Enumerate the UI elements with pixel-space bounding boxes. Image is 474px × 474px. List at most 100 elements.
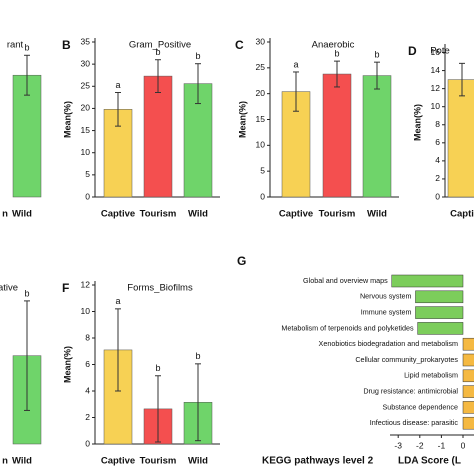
- y-tick-label: 10: [81, 147, 91, 157]
- chart-title: Gram_Positive: [129, 40, 191, 51]
- y-tick-label: 10: [81, 306, 91, 316]
- category-label: Cellular community_prokaryotes: [355, 355, 458, 364]
- x-tick-label: Captive: [101, 209, 135, 220]
- x-tick-label: n: [2, 209, 8, 220]
- x-tick-label: 0: [461, 440, 466, 450]
- panel-letter: G: [237, 254, 246, 268]
- significance-letter: b: [374, 50, 379, 60]
- y-tick-label: 10: [256, 140, 266, 150]
- y-tick-label: 0: [85, 191, 90, 201]
- bar: [322, 73, 352, 198]
- y-tick-label: 30: [81, 58, 91, 68]
- significance-letter: b: [24, 43, 29, 53]
- significance-letter: a: [115, 80, 120, 90]
- x-tick-label: -3: [394, 440, 402, 450]
- category-label: Nervous system: [360, 292, 412, 301]
- significance-letter: a: [115, 296, 120, 306]
- y-tick-label: 0: [260, 191, 265, 201]
- significance-letter: b: [195, 351, 200, 361]
- chart-title: Pote: [430, 46, 450, 57]
- bar: [462, 369, 474, 383]
- x-tick-label: Wild: [12, 456, 32, 467]
- y-tick-label: 8: [435, 119, 440, 129]
- x-tick-label: -2: [416, 440, 424, 450]
- x-tick-label: Wild: [188, 456, 208, 467]
- y-tick-label: 8: [85, 332, 90, 342]
- category-label: Global and overview maps: [303, 276, 388, 285]
- y-tick-label: 12: [431, 83, 441, 93]
- chart-title: rant: [7, 40, 24, 51]
- significance-letter: b: [155, 47, 160, 57]
- bar: [362, 75, 392, 198]
- y-tick-label: 4: [435, 155, 440, 165]
- x-tick-label: Captive: [279, 209, 313, 220]
- y-tick-label: 25: [81, 81, 91, 91]
- y-tick-label: 14: [431, 65, 441, 75]
- y-tick-label: 0: [85, 438, 90, 448]
- y-tick-label: 20: [256, 88, 266, 98]
- bar: [143, 75, 173, 198]
- significance-letter: b: [155, 363, 160, 373]
- significance-letter: a: [293, 59, 298, 69]
- y-tick-label: 30: [256, 36, 266, 46]
- significance-letter: b: [334, 48, 339, 58]
- chart-title: ative: [0, 283, 18, 294]
- x-axis-label: LDA Score (L: [398, 456, 461, 467]
- panel-letter: B: [62, 38, 71, 52]
- x-tick-label: n: [2, 456, 8, 467]
- y-tick-label: 6: [435, 137, 440, 147]
- y-tick-label: 20: [81, 103, 91, 113]
- x-tick-label: Tourism: [319, 209, 356, 220]
- category-label: Infectious disease: parasitic: [370, 418, 459, 427]
- category-label: Immune system: [361, 308, 412, 317]
- x-tick-label: Capti: [450, 209, 474, 220]
- x-tick-label: Tourism: [140, 456, 177, 467]
- y-axis-label: Mean(%): [62, 346, 72, 383]
- y-axis-label: Mean(%): [412, 104, 422, 141]
- bar: [391, 274, 464, 288]
- y-tick-label: 0: [435, 191, 440, 201]
- y-tick-label: 16: [431, 47, 441, 57]
- bar: [462, 385, 474, 398]
- category-label: Drug resistance: antimicrobial: [363, 387, 458, 396]
- bar: [462, 416, 474, 430]
- x-tick-label: Wild: [367, 209, 387, 220]
- panel-letter: F: [62, 281, 69, 295]
- significance-letter: b: [195, 51, 200, 61]
- y-tick-label: 15: [81, 125, 91, 135]
- y-tick-label: 15: [256, 114, 266, 124]
- category-label: Xenobiotics biodegradation and metabolis…: [319, 339, 458, 348]
- chart-title: Anaerobic: [312, 40, 355, 51]
- y-tick-label: 12: [81, 279, 91, 289]
- significance-letter: b: [24, 288, 29, 298]
- bar: [447, 79, 474, 198]
- category-label: Lipid metabolism: [404, 371, 458, 380]
- chart-title: KEGG pathways level 2: [262, 456, 374, 467]
- category-label: Metabolism of terpenoids and polyketides: [281, 323, 414, 332]
- y-tick-label: 6: [85, 359, 90, 369]
- y-axis-label: Mean(%): [237, 101, 247, 138]
- y-axis-label: Mean(%): [62, 101, 72, 138]
- x-tick-label: Tourism: [140, 209, 177, 220]
- y-tick-label: 2: [85, 412, 90, 422]
- bar: [415, 290, 464, 304]
- bar: [462, 337, 474, 351]
- y-tick-label: 35: [81, 36, 91, 46]
- panel-letter: C: [235, 38, 244, 52]
- category-label: Substance dependence: [382, 402, 458, 411]
- x-tick-label: Wild: [188, 209, 208, 220]
- x-tick-label: -1: [438, 440, 446, 450]
- y-tick-label: 5: [85, 169, 90, 179]
- x-tick-label: Captive: [101, 456, 135, 467]
- y-tick-label: 5: [260, 165, 265, 175]
- y-tick-label: 10: [431, 101, 441, 111]
- bar: [417, 322, 464, 335]
- bar: [415, 306, 464, 319]
- chart-title: Forms_Biofilms: [127, 283, 193, 294]
- y-tick-label: 4: [85, 385, 90, 395]
- bar: [462, 353, 474, 367]
- bar: [462, 401, 474, 414]
- y-tick-label: 2: [435, 173, 440, 183]
- y-tick-label: 25: [256, 62, 266, 72]
